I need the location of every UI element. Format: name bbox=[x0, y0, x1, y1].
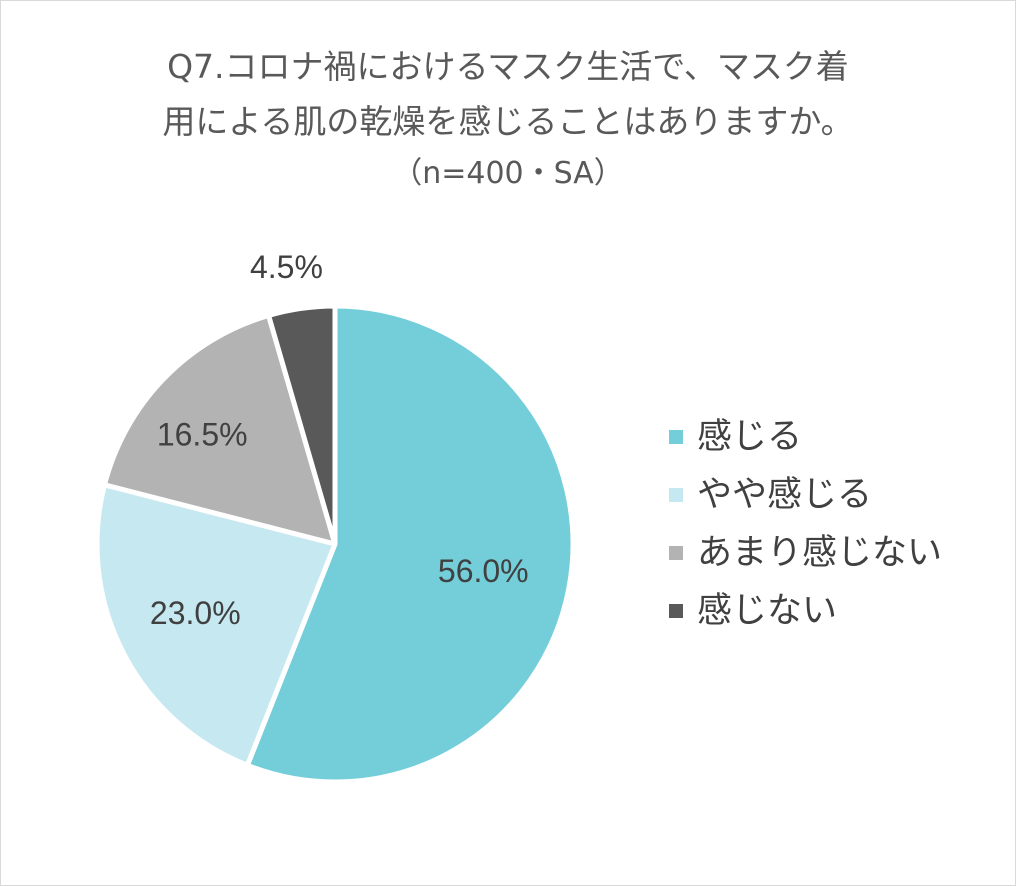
legend-item-amari-kanjinai: あまり感じない bbox=[669, 527, 969, 585]
legend-swatch-yaya-kanjiru bbox=[669, 488, 683, 502]
legend-item-kanjiru: 感じる bbox=[669, 411, 969, 469]
legend-label-amari-kanjinai: あまり感じない bbox=[697, 533, 943, 573]
legend-swatch-kanjinai bbox=[669, 604, 683, 618]
data-label-kanjiru: 56.0% bbox=[438, 553, 529, 589]
pie-slice-amari-kanjinai bbox=[101, 312, 338, 547]
chart-title-line-2: 用による肌の乾燥を感じることはありますか。 bbox=[162, 102, 854, 141]
chart-title-line-1: Q7.コロナ禍におけるマスク生活で、マスク着 bbox=[167, 47, 849, 86]
legend-label-yaya-kanjiru: やや感じる bbox=[697, 475, 873, 515]
pie-slice-kanjiru bbox=[244, 303, 576, 785]
data-label-amari-kanjinai: 16.5% bbox=[157, 417, 248, 453]
legend-label-kanjiru: 感じる bbox=[697, 417, 803, 457]
legend-item-yaya-kanjiru: やや感じる bbox=[669, 469, 969, 527]
pie-slices bbox=[94, 303, 576, 785]
legend-item-kanjinai: 感じない bbox=[669, 585, 969, 643]
pie-slice-yaya-kanjiru bbox=[94, 482, 338, 768]
pie-slice-kanjinai bbox=[266, 303, 338, 547]
data-label-kanjinai: 4.5% bbox=[250, 249, 323, 285]
pie-data-labels: 56.0% 23.0% 16.5% 4.5% bbox=[150, 249, 529, 631]
legend: 感じるやや感じるあまり感じない 感じない bbox=[669, 411, 969, 643]
chart-subtitle-sample-size: （n=400・SA） bbox=[392, 156, 624, 191]
legend-swatch-amari-kanjinai bbox=[669, 546, 683, 560]
data-label-yaya-kanjiru: 23.0% bbox=[150, 595, 241, 631]
legend-label-kanjinai: 感じない bbox=[697, 591, 838, 631]
legend-swatch-kanjiru bbox=[669, 430, 683, 444]
